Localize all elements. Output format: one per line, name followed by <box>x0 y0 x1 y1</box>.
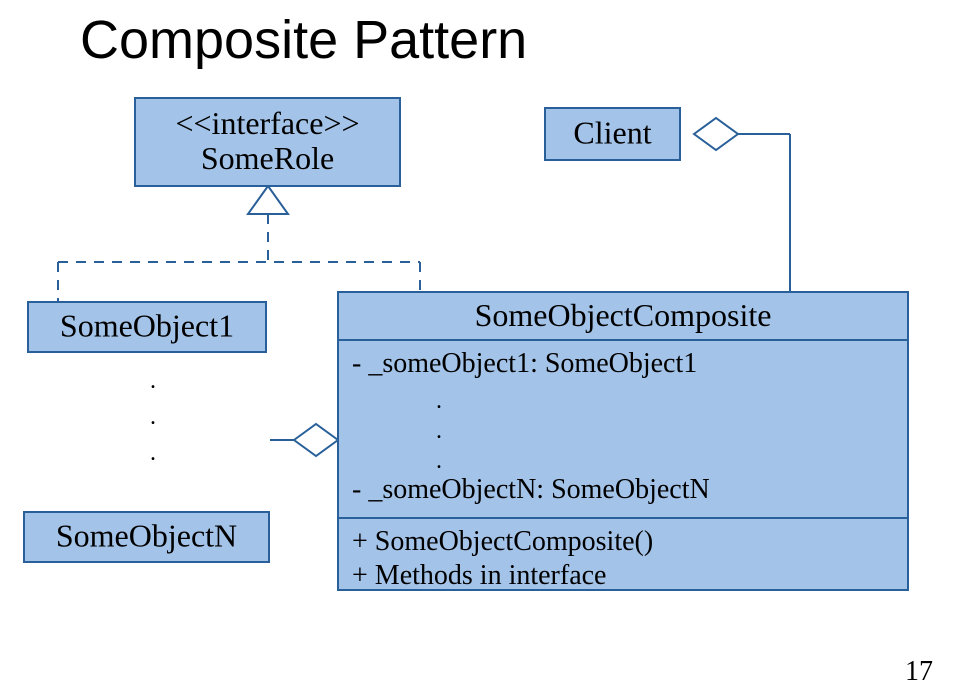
svg-text:.: . <box>436 388 442 414</box>
svg-text:+ SomeObjectComposite(): + SomeObjectComposite() <box>352 526 653 557</box>
svg-text:SomeRole: SomeRole <box>201 140 334 176</box>
svg-text:.: . <box>150 368 156 394</box>
svg-text:- _someObjectN: SomeObjectN: - _someObjectN: SomeObjectN <box>352 474 710 505</box>
page-title: Composite Pattern <box>80 10 527 70</box>
client-box: Client <box>545 108 680 160</box>
svg-text:.: . <box>436 448 442 474</box>
composite-aggregation-diamond <box>294 424 338 456</box>
svg-text:.: . <box>436 418 442 444</box>
svg-text:+ Methods in interface: + Methods in interface <box>352 560 607 591</box>
someobject1-box: SomeObject1 <box>28 302 266 352</box>
page-number: 17 <box>905 656 933 687</box>
interface-box: <<interface>>SomeRole <box>135 98 400 186</box>
client-aggregation-diamond <box>694 118 738 150</box>
svg-text:SomeObjectComposite: SomeObjectComposite <box>475 297 772 333</box>
svg-text:.: . <box>150 404 156 430</box>
someobjectn-box: SomeObjectN <box>24 512 269 562</box>
svg-text:- _someObject1: SomeObject1: - _someObject1: SomeObject1 <box>352 348 697 379</box>
svg-text:SomeObjectN: SomeObjectN <box>56 518 237 554</box>
svg-text:<<interface>>: <<interface>> <box>175 105 359 141</box>
svg-text:Client: Client <box>573 115 651 151</box>
svg-text:.: . <box>150 440 156 466</box>
composite-box: SomeObjectComposite - _someObject1: SomeO… <box>338 292 908 591</box>
svg-text:SomeObject1: SomeObject1 <box>60 308 234 344</box>
realization-arrowhead <box>248 186 288 214</box>
